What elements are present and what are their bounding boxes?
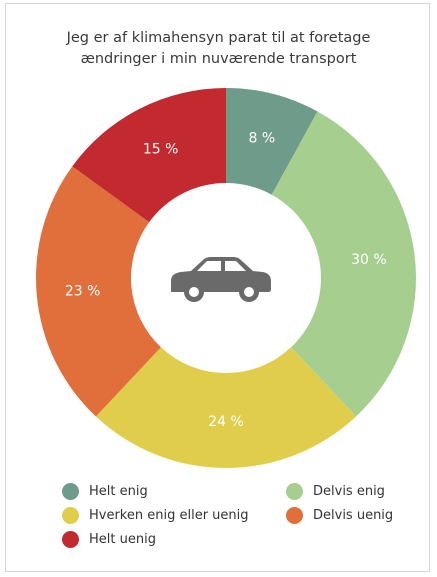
legend-item-delvis-enig: Delvis enig bbox=[286, 483, 385, 500]
pie-slice-delvis-uenig bbox=[36, 166, 161, 417]
legend-label-helt-uenig: Helt uenig bbox=[89, 532, 156, 547]
legend-label-delvis-uenig: Delvis uenig bbox=[313, 508, 394, 523]
data-label-delvis-enig: 30 % bbox=[351, 252, 387, 268]
chart-title-line-1: Jeg er af klimahensyn parat til at foret… bbox=[66, 30, 371, 46]
legend-label-helt-enig: Helt enig bbox=[89, 484, 148, 499]
legend-label-hverken: Hverken enig eller uenig bbox=[89, 508, 249, 523]
legend-swatch-helt-uenig bbox=[62, 531, 79, 548]
legend-item-delvis-uenig: Delvis uenig bbox=[286, 507, 393, 524]
data-label-delvis-uenig: 23 % bbox=[65, 284, 101, 300]
car-icon bbox=[171, 257, 271, 302]
legend-swatch-hverken bbox=[62, 507, 79, 524]
pie-slice-hverken bbox=[95, 347, 357, 468]
pie-slice-delvis-enig bbox=[271, 111, 417, 417]
pie-slice-helt-uenig bbox=[72, 88, 226, 223]
legend-swatch-helt-enig bbox=[62, 483, 79, 500]
legend-label-delvis-enig: Delvis enig bbox=[313, 484, 385, 499]
legend-item-helt-uenig: Helt uenig bbox=[62, 531, 156, 548]
legend-swatch-delvis-uenig bbox=[286, 507, 303, 524]
chart-title: Jeg er af klimahensyn parat til at foret… bbox=[0, 28, 437, 70]
data-label-helt-enig: 8 % bbox=[248, 131, 275, 147]
legend-swatch-delvis-enig bbox=[286, 483, 303, 500]
data-label-hverken: 24 % bbox=[208, 414, 244, 430]
pie-slice-helt-enig bbox=[226, 88, 318, 195]
chart-title-line-2: ændringer i min nuværende transport bbox=[80, 51, 357, 67]
legend-item-hverken: Hverken enig eller uenig bbox=[62, 507, 249, 524]
data-label-helt-uenig: 15 % bbox=[143, 142, 179, 158]
legend-item-helt-enig: Helt enig bbox=[62, 483, 148, 500]
